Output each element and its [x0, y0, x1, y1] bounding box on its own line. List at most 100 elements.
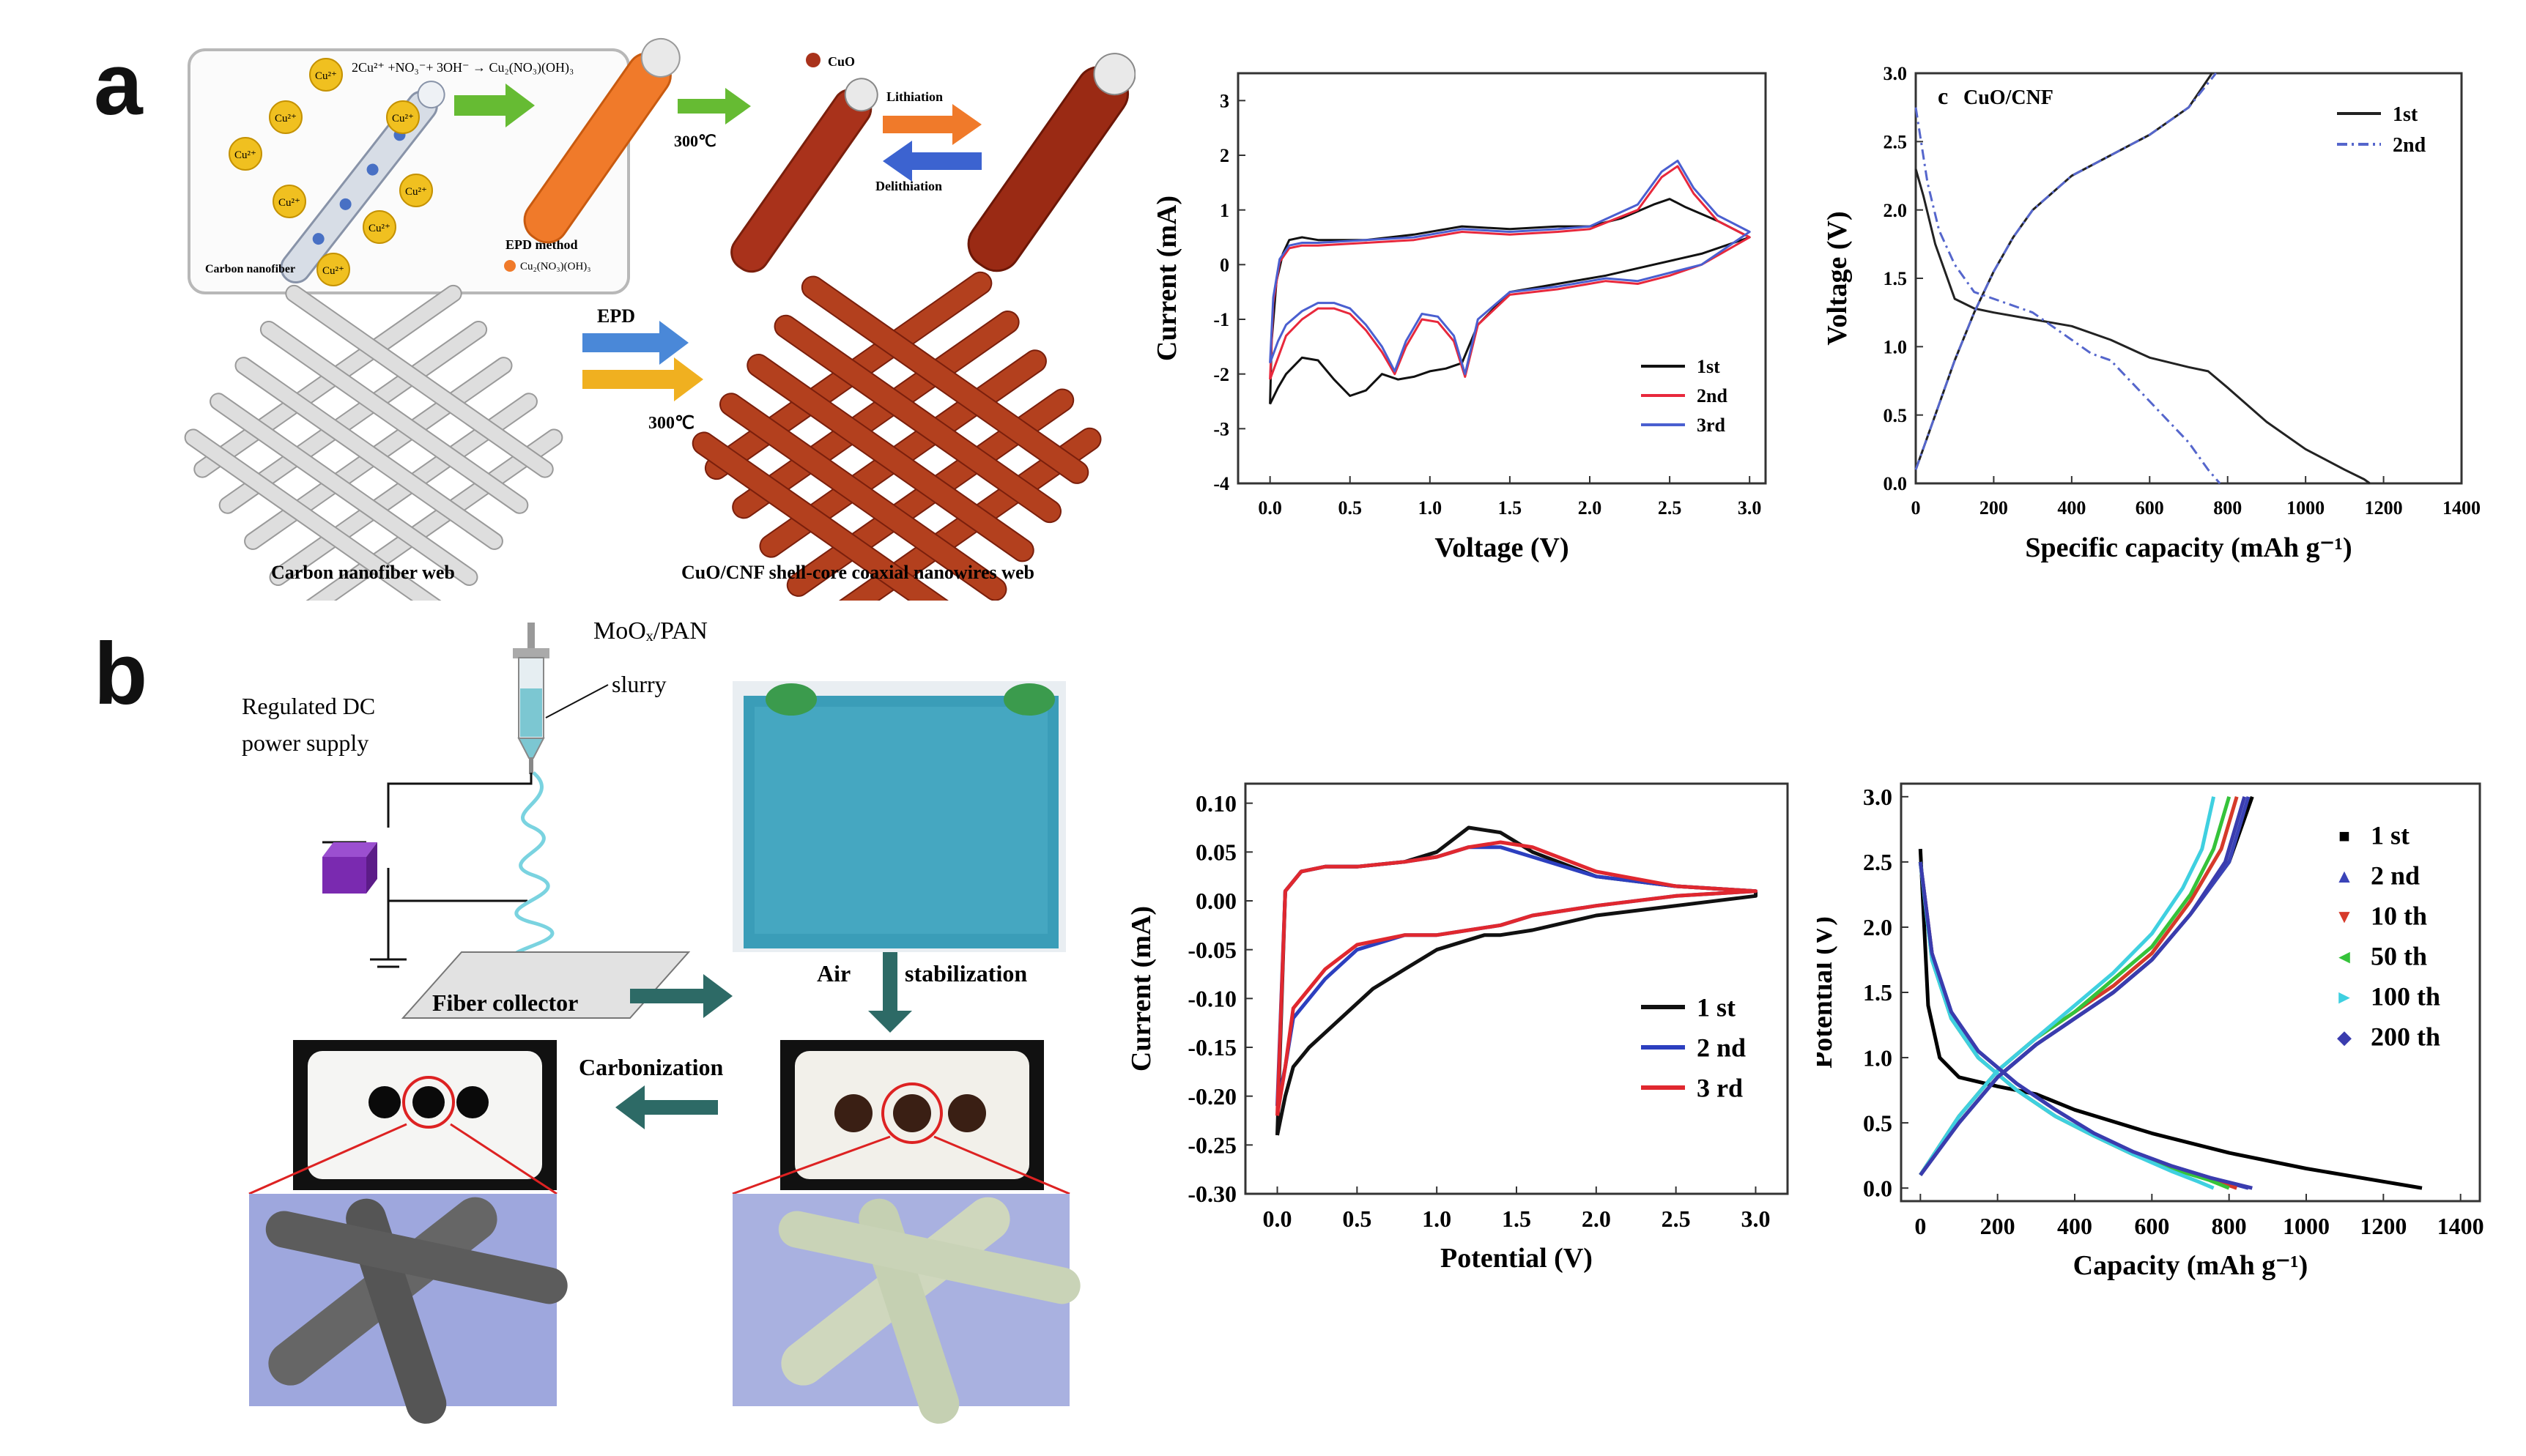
- legend-label: 1 st: [2371, 821, 2410, 850]
- y-tick-label: -1: [1213, 309, 1229, 330]
- legend-label: 10 th: [2371, 902, 2427, 931]
- cu-ions: Cu²⁺ Cu²⁺ Cu²⁺ Cu²⁺ Cu²⁺ Cu²⁺ Cu²⁺ Cu²⁺: [229, 58, 433, 286]
- y-tick-label: -0.25: [1188, 1132, 1237, 1159]
- x-tick-label: 600: [2136, 497, 2164, 519]
- y-tick-label: 2.0: [1863, 914, 1892, 940]
- air-label: Air: [817, 960, 851, 987]
- series-line-200-th-charge: [1919, 796, 2247, 1176]
- x-tick-label: 1.0: [1418, 497, 1442, 519]
- carbonized-fiber-render: [249, 1194, 568, 1424]
- series-line-1-st-charge: [1919, 795, 2254, 1176]
- cuo-web: [692, 271, 1102, 601]
- x-tick-label: 1000: [2286, 497, 2325, 519]
- y-tick-label: 0: [1220, 254, 1229, 275]
- series-line-10-th-charge: [1919, 796, 2239, 1176]
- series-line-2nd-charge: [1914, 73, 2217, 470]
- lithiation-arrow: [883, 104, 982, 145]
- y-tick-label: 2.0: [1884, 200, 1908, 221]
- x-tick-label: 1200: [2365, 497, 2403, 519]
- epd-method-label: EPD method: [505, 237, 578, 252]
- y-tick-label: -0.20: [1188, 1083, 1237, 1110]
- cuo-web-label: CuO/CNF shell-core coaxial nanowires web: [681, 562, 1034, 583]
- x-axis-label: Potential (V): [1440, 1243, 1593, 1274]
- x-tick-label: 1000: [2283, 1213, 2330, 1239]
- svg-text:Cu²⁺: Cu²⁺: [278, 197, 300, 209]
- chart-title: CuO/CNF: [1963, 86, 2053, 109]
- y-tick-label: 3.0: [1863, 784, 1892, 810]
- slurry-label: slurry: [612, 671, 667, 697]
- syringe: [513, 623, 549, 774]
- legend-label: 2 nd: [2371, 861, 2420, 891]
- y-tick-label: 2.5: [1884, 131, 1908, 152]
- legend-label: 2nd: [2393, 134, 2426, 157]
- legend-label: 200 th: [2371, 1022, 2440, 1052]
- legend-marker: ◄: [2335, 946, 2354, 967]
- stabilized-boat-photo: [780, 1040, 1044, 1190]
- y-tick-label: 3.0: [1884, 63, 1908, 84]
- x-tick-label: 3.0: [1741, 1206, 1770, 1232]
- x-tick-label: 2.5: [1658, 497, 1682, 519]
- x-tick-label: 2.5: [1662, 1206, 1691, 1232]
- x-axis-label: Voltage (V): [1434, 532, 1568, 563]
- schematic-b: MoOₓ/PAN slurry Regulated DC power suppl…: [242, 617, 1081, 1424]
- x-tick-label: 0: [1914, 1213, 1926, 1239]
- gcd-chart-a: 0 200 400 600 800 1000 1200 1400 0.0 0.5 1.0 1.5 2.0…: [1822, 63, 2481, 563]
- cuo-legend: CuO: [828, 54, 855, 69]
- power-supply-label-2: power supply: [242, 729, 368, 756]
- x-tick-label: 0.5: [1342, 1206, 1371, 1232]
- y-tick-label: 0.5: [1884, 405, 1908, 426]
- y-tick-label: 1.0: [1863, 1044, 1892, 1071]
- carbon-web: [184, 284, 563, 601]
- stabilized-fiber-render: [733, 1194, 1081, 1424]
- x-tick-label: 1400: [2437, 1213, 2484, 1239]
- schematic-a: 2Cu²⁺ +NO₃⁻+ 3OH⁻ → Cu₂(NO₃)(OH)₃ Cu²⁺ C…: [184, 37, 1136, 601]
- cuo-nanowire: [730, 78, 878, 273]
- green-arrow-1: [454, 83, 535, 127]
- svg-text:Cu²⁺: Cu²⁺: [322, 265, 344, 277]
- fiber-collector-plate: [401, 951, 691, 1019]
- arrow-down: [868, 952, 912, 1033]
- series-line-1-st-discharge: [1918, 848, 2423, 1190]
- y-tick-label: -2: [1213, 364, 1229, 385]
- x-axis-label: Specific capacity (mAh g⁻¹): [2025, 532, 2352, 563]
- plot-frame: [1237, 72, 1767, 485]
- svg-text:Cu²⁺: Cu²⁺: [315, 70, 337, 82]
- x-tick-label: 400: [2057, 1213, 2092, 1239]
- heat-arrow: [582, 357, 703, 401]
- legend-marker: ▲: [2335, 866, 2354, 887]
- y-tick-label: -3: [1213, 418, 1229, 439]
- delithiation-label: Delithiation: [875, 179, 942, 193]
- gcd-chart-b: 0 200 400 600 800 1000 1200 1400 0.0 0.5 1.0 1.5 2.0…: [1817, 782, 2484, 1281]
- equation-text: 2Cu²⁺ +NO₃⁻+ 3OH⁻ → Cu₂(NO₃)(OH)₃: [352, 60, 574, 75]
- x-tick-label: 0.0: [1263, 1206, 1292, 1232]
- legend-label: 100 th: [2371, 982, 2440, 1011]
- x-tick-label: 0.5: [1338, 497, 1362, 519]
- svg-text:Cu²⁺: Cu²⁺: [405, 186, 427, 198]
- y-tick-label: 0.05: [1196, 839, 1237, 866]
- y-tick-label: 3: [1220, 90, 1229, 111]
- electrospin-jet: [510, 771, 555, 969]
- temp-300-label-1: 300℃: [674, 132, 716, 150]
- power-supply-label-1: Regulated DC: [242, 693, 375, 719]
- y-tick-label: 0.0: [1884, 473, 1908, 494]
- green-arrow-2: [678, 88, 751, 125]
- carbon-nanofiber-label: Carbon nanofiber: [205, 263, 295, 275]
- y-tick-label: -0.15: [1188, 1034, 1237, 1061]
- delithiation-arrow: [883, 141, 982, 182]
- x-tick-label: 800: [2213, 497, 2242, 519]
- series-line-10-th-discharge: [1918, 861, 2238, 1190]
- y-tick-label: 1.0: [1884, 336, 1908, 357]
- y-tick-label: 1.5: [1884, 268, 1908, 289]
- y-tick-label: 0.0: [1863, 1175, 1892, 1201]
- arrow-to-mat: [630, 974, 733, 1018]
- x-tick-label: 3.0: [1738, 497, 1762, 519]
- legend-label: 2nd: [1697, 385, 1727, 406]
- y-tick-label: -0.30: [1188, 1181, 1237, 1207]
- y-axis-label: Current (mA): [1152, 196, 1182, 361]
- stabilization-label: stabilization: [905, 960, 1027, 987]
- panel-label-b: b: [94, 625, 148, 723]
- x-tick-label: 1200: [2360, 1213, 2407, 1239]
- panel-label-a: a: [94, 35, 143, 133]
- legend-marker: ◆: [2337, 1027, 2352, 1048]
- y-tick-label: -4: [1213, 473, 1229, 494]
